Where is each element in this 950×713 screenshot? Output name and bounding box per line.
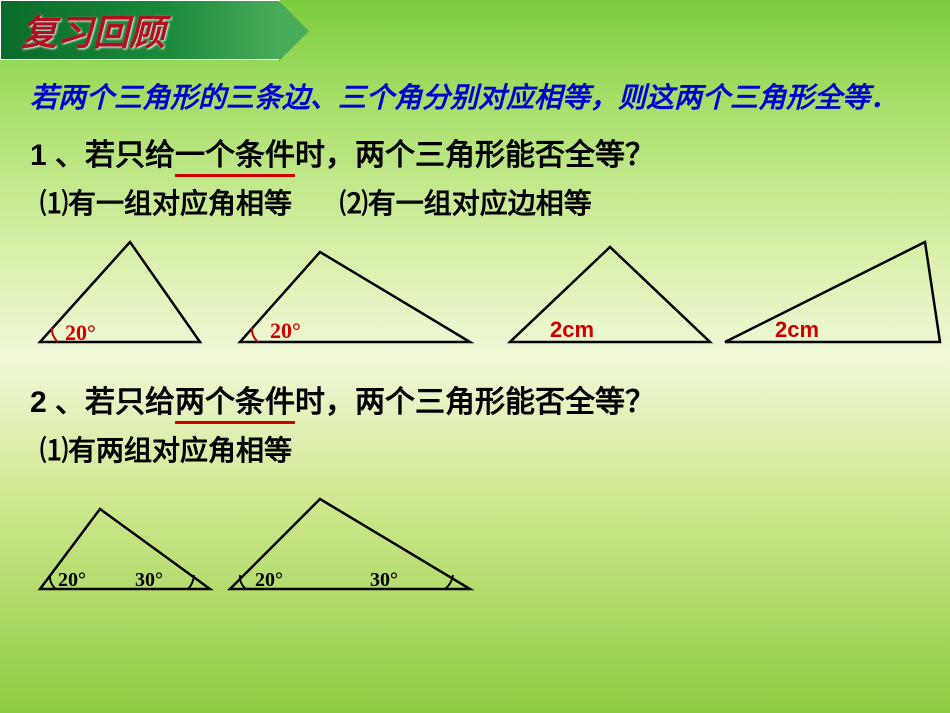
triangle-4 [725, 242, 940, 342]
angle-arc-5l [50, 575, 56, 589]
triangles-row-2: 20° 30° 20° 30° [30, 479, 920, 609]
header-title: 复习回顾 [21, 4, 165, 56]
tri1-angle-label: 20° [65, 320, 96, 346]
q2-prefix: 2 、若只给 [30, 386, 175, 419]
q1-sub1: ⑴有一组对应角相等 [40, 188, 292, 219]
tri2-angle-label: 20° [270, 318, 301, 344]
header-banner: 复习回顾 [0, 0, 280, 60]
question-1: 1 、若只给一个条件时，两个三角形能否全等？ [30, 130, 920, 174]
q2-sub1: ⑴有两组对应角相等 [40, 435, 292, 466]
triangles-row-1: 20° 20° 2cm 2cm [30, 232, 920, 362]
angle-arc-5r [188, 575, 194, 589]
q1-underlined: 一个条件 [175, 139, 295, 177]
angle-arc-1 [52, 327, 58, 342]
triangle-1 [40, 242, 200, 342]
tri5-left-label: 20° [58, 569, 86, 592]
question-2: 2 、若只给两个条件时，两个三角形能否全等？ [30, 377, 920, 421]
q2-suffix: 时，两个三角形能否全等？ [295, 386, 655, 419]
tri6-right-label: 30° [370, 569, 398, 592]
intro-text: 若两个三角形的三条边、三个角分别对应相等，则这两个三角形全等． [30, 78, 920, 120]
q2-underlined: 两个条件 [175, 386, 295, 424]
content-area: 若两个三角形的三条边、三个角分别对应相等，则这两个三角形全等． 1 、若只给一个… [0, 60, 950, 619]
q1-suffix: 时，两个三角形能否全等？ [295, 139, 655, 172]
q1-subs: ⑴有一组对应角相等 ⑵有一组对应边相等 [40, 182, 920, 222]
row2-svg [30, 479, 950, 609]
q2-subs: ⑴有两组对应角相等 [40, 429, 920, 469]
tri6-left-label: 20° [255, 569, 283, 592]
q1-sub2: ⑵有一组对应边相等 [340, 182, 592, 222]
tri3-side-label: 2cm [550, 317, 594, 343]
q1-prefix: 1 、若只给 [30, 139, 175, 172]
tri5-right-label: 30° [135, 569, 163, 592]
tri4-side-label: 2cm [775, 317, 819, 343]
angle-arc-2 [252, 327, 258, 342]
triangle-3 [510, 247, 710, 342]
